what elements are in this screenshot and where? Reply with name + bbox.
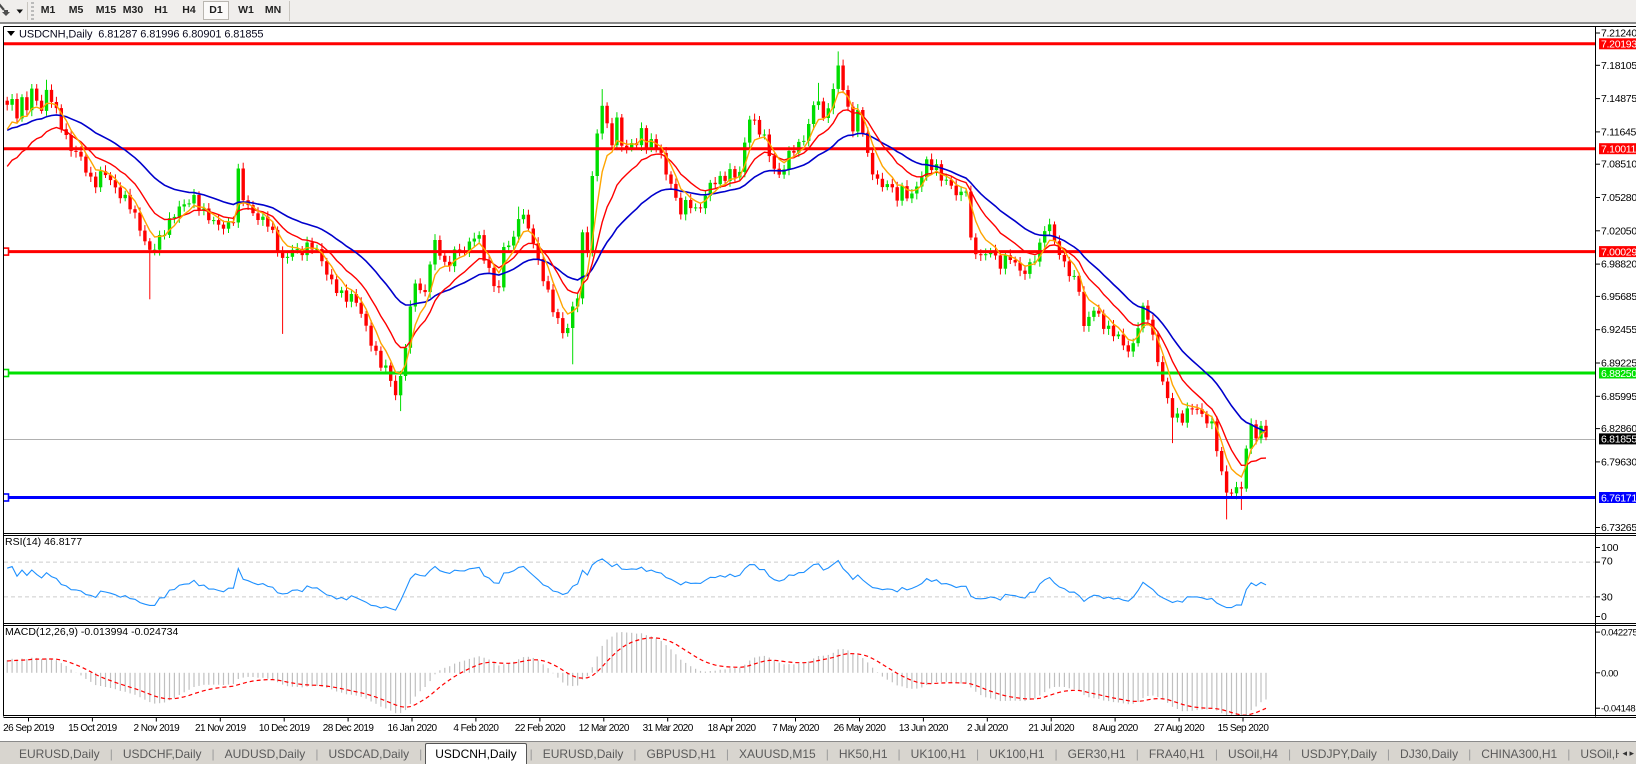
svg-text:6.76171: 6.76171	[1601, 492, 1636, 504]
svg-text:2 Jul 2020: 2 Jul 2020	[967, 723, 1009, 734]
svg-text:7.05280: 7.05280	[1601, 192, 1636, 204]
svg-text:26 Sep 2019: 26 Sep 2019	[3, 723, 55, 734]
svg-text:6.82860: 6.82860	[1601, 423, 1636, 435]
svg-text:7.10011: 7.10011	[1601, 144, 1636, 156]
svg-text:6.95685: 6.95685	[1601, 291, 1636, 303]
svg-text:0.00: 0.00	[1601, 668, 1618, 679]
svg-text:6.81855: 6.81855	[1601, 434, 1636, 446]
svg-text:6.73265: 6.73265	[1601, 522, 1636, 534]
svg-text:100: 100	[1601, 542, 1619, 554]
svg-text:6.85995: 6.85995	[1601, 391, 1636, 403]
svg-text:70: 70	[1601, 556, 1613, 568]
svg-text:21 Jul 2020: 21 Jul 2020	[1028, 723, 1075, 734]
svg-text:7.08510: 7.08510	[1601, 159, 1636, 171]
svg-text:6.88250: 6.88250	[1601, 368, 1636, 380]
svg-text:18 Apr 2020: 18 Apr 2020	[708, 723, 757, 734]
svg-text:-0.04148: -0.04148	[1601, 704, 1635, 715]
svg-text:30: 30	[1601, 591, 1613, 603]
svg-text:6.98820: 6.98820	[1601, 259, 1636, 271]
svg-text:7 May 2020: 7 May 2020	[772, 723, 820, 734]
svg-text:15 Oct 2019: 15 Oct 2019	[68, 723, 117, 734]
svg-text:6.92455: 6.92455	[1601, 324, 1636, 336]
svg-text:13 Jun 2020: 13 Jun 2020	[899, 723, 949, 734]
svg-text:7.02050: 7.02050	[1601, 225, 1636, 237]
svg-text:26 May 2020: 26 May 2020	[834, 723, 887, 734]
svg-text:28 Dec 2019: 28 Dec 2019	[323, 723, 375, 734]
svg-text:21 Nov 2019: 21 Nov 2019	[195, 723, 247, 734]
svg-text:6.79630: 6.79630	[1601, 456, 1636, 468]
svg-text:0.042275: 0.042275	[1601, 628, 1636, 639]
svg-text:USDCNH,Daily 6.81287 6.81996: USDCNH,Daily 6.81287 6.81996 6.80901 6.8…	[19, 29, 263, 41]
svg-text:7.21240: 7.21240	[1601, 28, 1636, 40]
svg-text:10 Dec 2019: 10 Dec 2019	[259, 723, 311, 734]
svg-text:8 Aug 2020: 8 Aug 2020	[1093, 723, 1139, 734]
svg-text:7.11645: 7.11645	[1601, 126, 1636, 138]
svg-text:0: 0	[1601, 611, 1607, 623]
svg-text:MACD(12,26,9) -0.013994 -0.024: MACD(12,26,9) -0.013994 -0.024734	[5, 626, 179, 638]
svg-text:7.00029: 7.00029	[1601, 246, 1636, 258]
svg-text:12 Mar 2020: 12 Mar 2020	[579, 723, 630, 734]
svg-text:15 Sep 2020: 15 Sep 2020	[1218, 723, 1270, 734]
svg-text:RSI(14) 46.8177: RSI(14) 46.8177	[5, 536, 82, 548]
svg-text:27 Aug 2020: 27 Aug 2020	[1154, 723, 1205, 734]
svg-text:7.14875: 7.14875	[1601, 93, 1636, 105]
svg-text:7.20193: 7.20193	[1601, 39, 1636, 51]
svg-text:4 Feb 2020: 4 Feb 2020	[453, 723, 499, 734]
svg-text:7.18105: 7.18105	[1601, 60, 1636, 72]
svg-text:2 Nov 2019: 2 Nov 2019	[133, 723, 180, 734]
svg-text:22 Feb 2020: 22 Feb 2020	[515, 723, 566, 734]
svg-text:6.89225: 6.89225	[1601, 358, 1636, 370]
svg-text:31 Mar 2020: 31 Mar 2020	[643, 723, 694, 734]
svg-text:16 Jan 2020: 16 Jan 2020	[388, 723, 438, 734]
